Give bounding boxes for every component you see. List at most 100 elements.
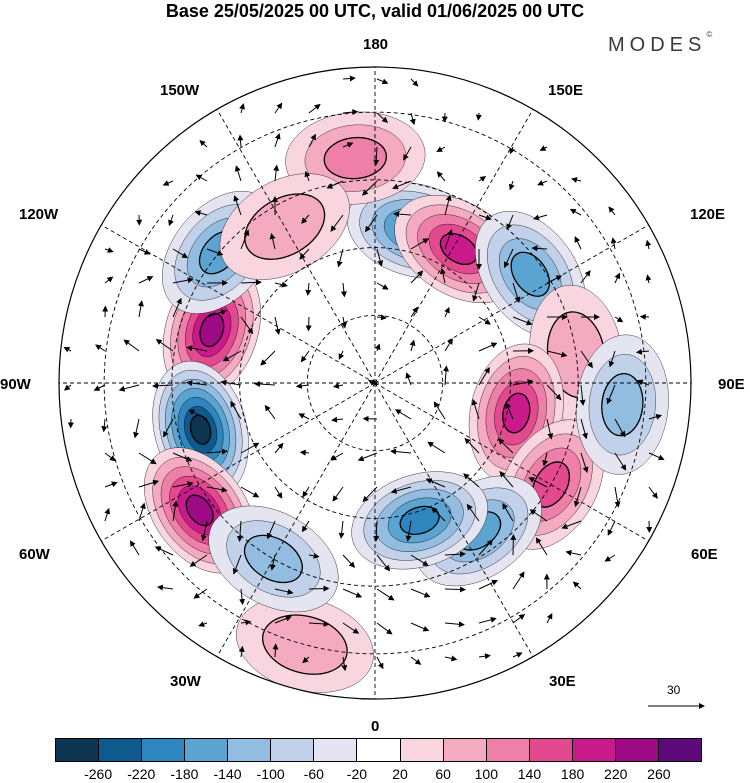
wind-vector [579,384,586,406]
wind-vector [332,382,344,389]
wind-vector [220,379,242,386]
wind-vector [376,314,387,321]
wind-vector [410,588,431,598]
wind-vector [101,418,108,433]
wind-vector [342,109,359,116]
wind-vector [341,316,347,329]
lon-label-30w: 30W [170,673,201,690]
colorbar [55,738,702,762]
wind-vector [546,384,562,401]
wind-vector [342,554,356,568]
wind-vector [410,656,422,665]
wind-vector [188,409,208,420]
wind-vector [240,619,252,626]
wind-vector [194,210,208,217]
wind-vector [233,195,242,216]
wind-vector [607,520,616,536]
anomaly-contour [185,494,214,527]
wind-vector [299,449,310,456]
lon-label-150w: 150W [160,82,200,99]
wind-vector [301,520,310,533]
anomaly-contour [510,251,551,297]
wind-vector [206,309,227,318]
wind-vector [239,588,246,606]
wind-vector [240,279,262,286]
wind-vector [274,442,284,454]
wind-vector [238,645,245,658]
wind-vector [436,171,446,182]
wind-vector [330,214,344,232]
wind-vector [636,379,650,386]
colorbar-swatch [228,739,272,761]
colorbar-tick-label: -180 [170,766,199,782]
wind-vector [172,297,182,318]
wind-vectors [63,75,665,672]
wind-vector [472,282,480,302]
wind-vector [645,239,652,250]
wind-vector [537,180,548,186]
wind-vector [405,520,412,542]
wind-vector [497,438,514,454]
wind-vector [542,452,549,467]
wind-vector [274,615,292,624]
wind-vector [340,282,347,298]
wind-vector [172,481,194,488]
wind-vector [443,365,450,386]
wind-vector [274,316,281,336]
wind-vector [308,552,320,559]
wind-vector [509,146,516,155]
wind-vector [342,142,354,148]
brand-mark: © [706,30,713,39]
colorbar-swatch [658,739,701,761]
wind-vector [305,282,312,296]
wind-vector [444,338,453,352]
wind-vector [580,350,593,369]
wind-vector [156,584,174,591]
wind-vector [376,282,389,290]
wind-vector [93,384,106,391]
wind-vector [565,549,582,556]
wind-vector [368,380,378,386]
colorbar-swatch [99,739,143,761]
wind-vector [376,554,391,572]
wind-vector [338,520,345,539]
wind-vector [138,248,151,255]
wind-vector [104,276,114,284]
wind-vector [239,103,246,114]
wind-vector [186,345,208,352]
wind-vector [236,520,243,542]
wind-vector [342,75,356,82]
wind-vector [137,300,144,318]
wind-vector [376,656,384,670]
meridian-line [101,224,376,384]
wind-vector [154,546,174,556]
wind-vector [95,344,106,352]
wind-vector [478,579,499,590]
wind-vector [512,571,525,590]
wind-vector [410,78,419,87]
wind-vector [409,339,416,352]
colorbar-tick-label: -260 [84,766,113,782]
anomaly-center [236,596,374,693]
colorbar-tick-label: -60 [303,766,324,782]
wind-vector [264,404,276,420]
wind-vector [308,620,330,627]
wind-vector [580,452,589,474]
wind-vector [512,652,523,658]
wind-vector [129,540,140,556]
wind-vector [614,486,621,508]
wind-vector [648,452,665,461]
polar-map [58,66,705,709]
wind-vector [580,418,588,440]
lon-label-120w: 120W [19,206,59,223]
wind-vector [357,452,378,462]
brand-text: MODES [608,34,707,56]
wind-vector [308,103,321,114]
wind-vector [295,382,310,389]
wind-vector [118,384,140,392]
brand-logo: MODES© [608,30,712,57]
wind-vector [374,343,381,352]
wind-vector [104,481,118,488]
wind-vector [269,233,276,250]
wind-vector [608,206,616,216]
